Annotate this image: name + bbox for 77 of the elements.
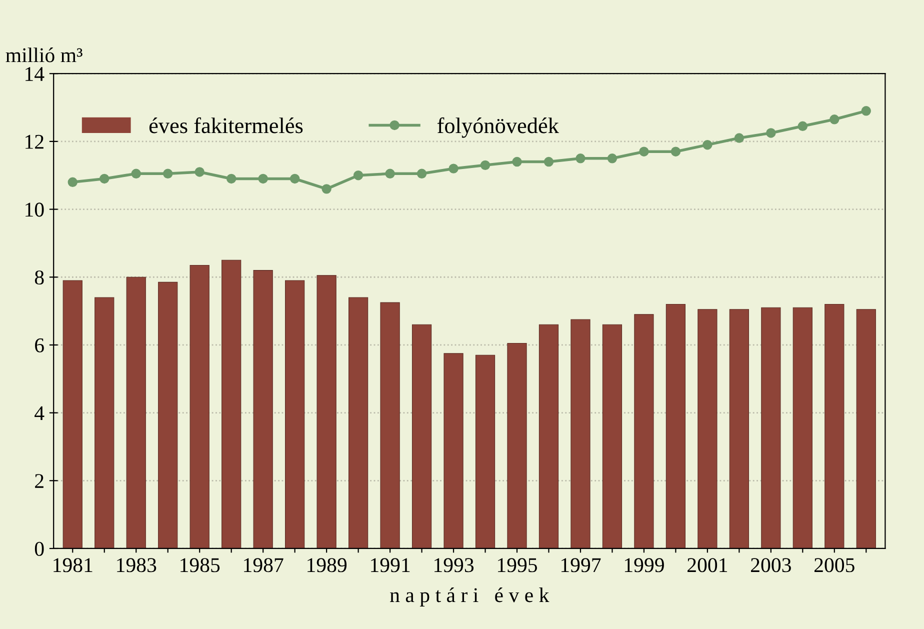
x-tick-label: 1981 — [54, 558, 92, 572]
bar — [507, 342, 527, 548]
bar — [538, 324, 559, 548]
bar — [62, 280, 82, 548]
y-tick-label: 14 — [26, 67, 44, 81]
point — [100, 174, 110, 184]
point — [448, 164, 458, 174]
point — [258, 174, 268, 184]
point — [416, 168, 427, 179]
y-tick-label: 8 — [34, 270, 44, 285]
point — [544, 156, 554, 167]
bar — [316, 275, 336, 548]
x-tick-label: 1995 — [498, 558, 538, 572]
x-tick-label: 2003 — [751, 558, 791, 572]
y-tick-label: 10 — [26, 202, 44, 217]
y-axis-title: millió m³ — [6, 48, 82, 62]
bar — [856, 309, 876, 548]
bar — [222, 260, 242, 548]
bar — [412, 324, 432, 548]
point — [322, 184, 332, 194]
bar — [634, 314, 654, 548]
point — [639, 146, 649, 156]
y-tick-label: 0 — [34, 542, 44, 556]
y-tick-label: 2 — [35, 474, 44, 488]
bar — [570, 319, 590, 548]
bar — [94, 297, 114, 548]
bar — [285, 280, 305, 548]
point — [226, 174, 236, 184]
point — [512, 156, 522, 167]
point — [670, 146, 681, 156]
bar — [666, 304, 686, 548]
y-tick-label: 12 — [26, 134, 44, 149]
x-tick-label: 1989 — [308, 558, 347, 572]
point — [766, 128, 776, 138]
legend-label: folyónövedék — [437, 117, 559, 138]
bar — [475, 354, 496, 548]
x-tick-label: 1997 — [561, 558, 601, 572]
point — [290, 174, 300, 184]
point — [480, 160, 490, 170]
point — [734, 133, 744, 143]
bar — [761, 307, 781, 548]
x-tick-label: 1999 — [624, 558, 664, 572]
x-tick-label: 1993 — [434, 558, 474, 572]
point — [830, 114, 840, 124]
x-tick-label: 1987 — [244, 558, 284, 572]
y-tick-label: 4 — [34, 406, 44, 420]
point — [702, 140, 712, 150]
point — [353, 170, 364, 180]
point — [194, 167, 204, 177]
point — [131, 168, 141, 179]
point — [607, 154, 618, 164]
point — [576, 154, 586, 164]
legend-label: éves fakitermelés — [149, 117, 303, 134]
x-tick-label: 1983 — [117, 558, 156, 572]
bar — [253, 270, 273, 548]
y-tick-label: 6 — [35, 338, 44, 352]
bar — [698, 309, 718, 548]
bar — [729, 309, 749, 548]
bar — [444, 353, 464, 548]
bar — [348, 297, 368, 548]
bar — [190, 264, 210, 548]
bar — [158, 282, 178, 548]
point — [798, 121, 808, 132]
bar — [126, 276, 146, 548]
bar — [792, 307, 812, 548]
point — [68, 177, 78, 187]
x-tick-label: 1991 — [371, 558, 410, 572]
bar — [824, 304, 844, 548]
point — [385, 168, 395, 179]
x-axis-title: n a p t á r i é v e k — [390, 588, 550, 606]
x-tick-label: 2005 — [814, 558, 854, 572]
point — [162, 168, 173, 179]
x-tick-label: 2001 — [688, 558, 728, 572]
bar — [380, 302, 400, 548]
point — [861, 106, 872, 116]
bar — [602, 324, 622, 548]
x-tick-label: 1985 — [180, 558, 220, 572]
